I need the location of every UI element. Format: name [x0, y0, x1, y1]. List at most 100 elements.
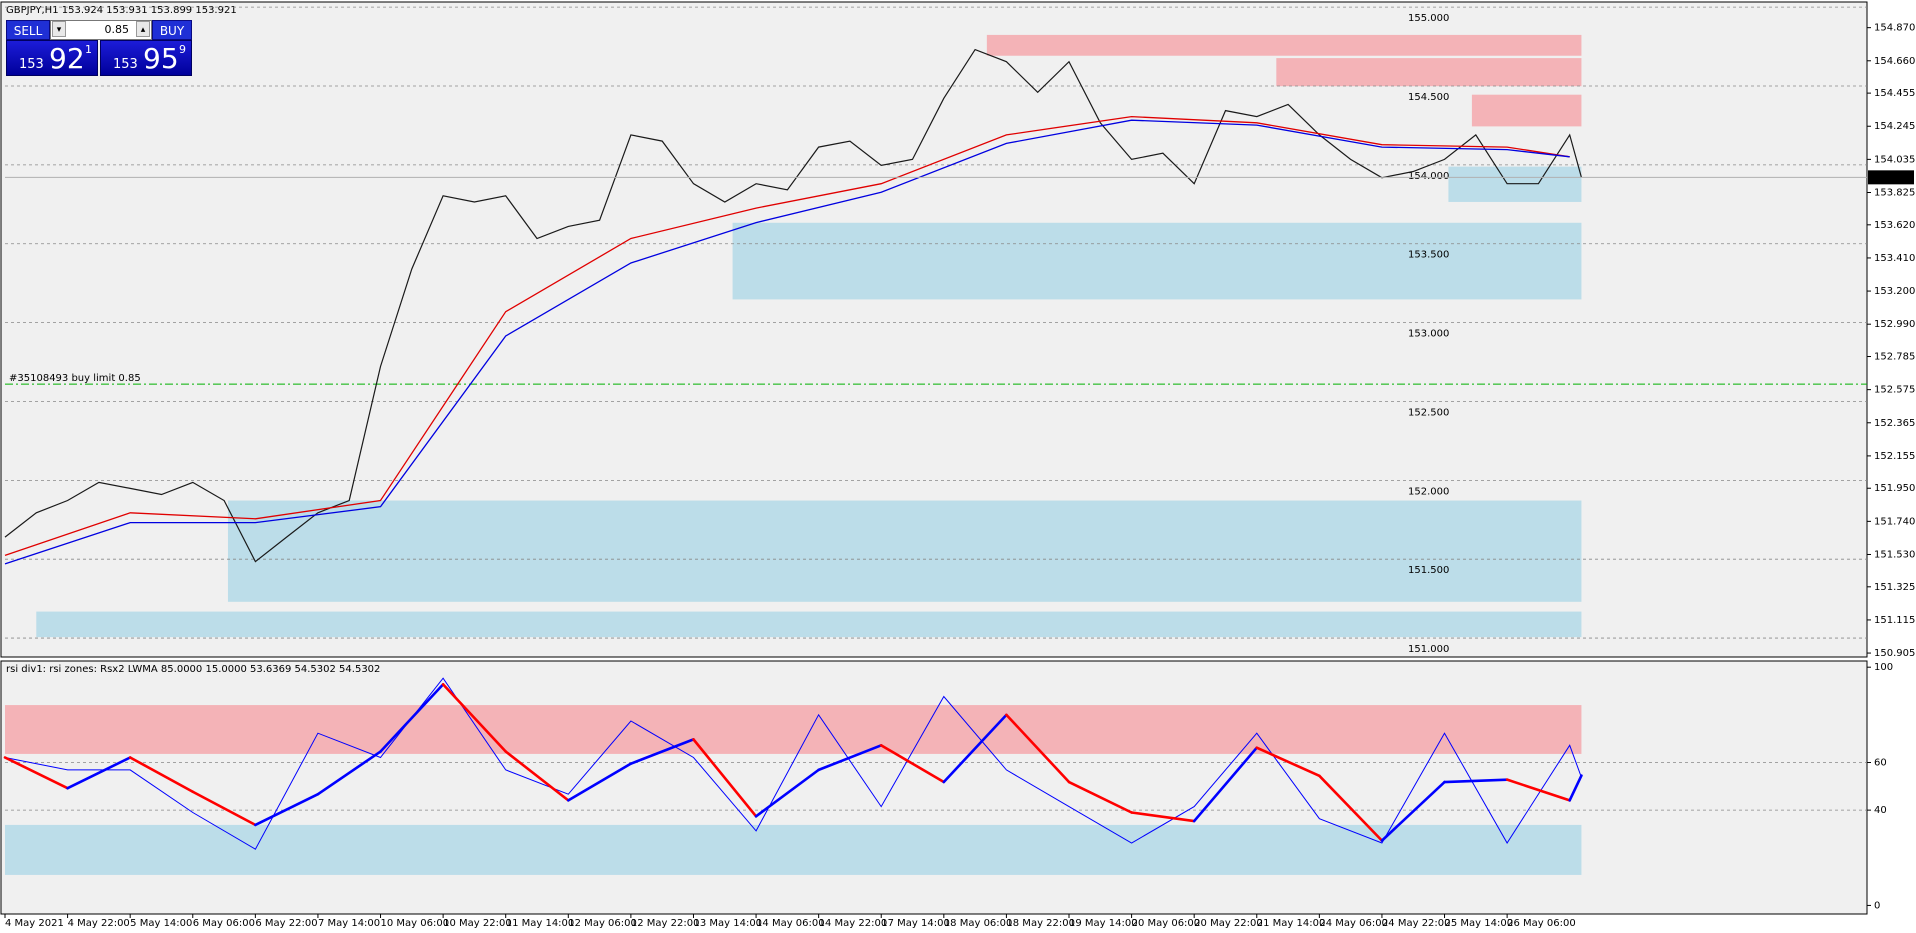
x-tick-label: 7 May 14:00	[318, 918, 380, 929]
sell-price[interactable]: 153 92 1	[6, 40, 98, 76]
y-tick-label: 151.115	[1874, 615, 1915, 626]
y-tick-label: 153.200	[1874, 286, 1915, 297]
x-tick-label: 25 May 14:00	[1445, 918, 1514, 929]
last-price-box	[1868, 170, 1914, 185]
y-tick-label: 152.575	[1874, 385, 1915, 396]
buy-price[interactable]: 153 95 9	[100, 40, 192, 76]
level-label: 151.500	[1408, 565, 1449, 576]
x-tick-label: 12 May 22:00	[631, 918, 700, 929]
y-tick-label: 100	[1874, 662, 1893, 673]
lot-input[interactable]: 0.85	[50, 20, 152, 40]
x-tick-label: 18 May 22:00	[1006, 918, 1075, 929]
rsi-signal-segment	[879, 744, 946, 784]
indicator-panel	[0, 660, 1868, 915]
y-tick-label: 60	[1874, 757, 1887, 768]
rsi-signal-segment	[1130, 811, 1196, 823]
zone	[36, 611, 1582, 638]
x-tick-label: 24 May 06:00	[1319, 918, 1388, 929]
rsi-signal-segment	[754, 768, 820, 818]
y-tick-label: 153.825	[1874, 187, 1915, 198]
series-line	[4, 115, 1570, 557]
rsi-signal-segment	[1192, 746, 1259, 823]
x-tick-label: 4 May 22:00	[68, 918, 130, 929]
x-tick-label: 10 May 06:00	[381, 918, 450, 929]
x-tick-label: 12 May 06:00	[568, 918, 637, 929]
rsi-signal-segment	[441, 683, 508, 753]
rsi-signal-segment	[3, 756, 69, 790]
symbol-title: GBPJPY,H1 153.924 153.931 153.899 153.92…	[6, 5, 237, 16]
zone	[5, 705, 1582, 754]
rsi-signal-segment	[1005, 713, 1071, 784]
y-tick-label: 40	[1874, 805, 1887, 816]
rsi-signal-segment	[254, 792, 320, 827]
rsi-signal-segment	[66, 756, 132, 790]
price-big: 153	[113, 57, 138, 72]
buy-button[interactable]: BUY	[152, 20, 192, 40]
x-tick-label: 6 May 06:00	[193, 918, 255, 929]
rsi-signal-segment	[1380, 780, 1446, 842]
rsi-signal-segment	[1067, 780, 1133, 814]
x-tick-label: 18 May 06:00	[944, 918, 1013, 929]
y-tick-label: 154.035	[1874, 154, 1915, 165]
price-main: 92	[49, 42, 85, 75]
level-label: 152.000	[1408, 486, 1449, 497]
y-tick-label: 152.990	[1874, 319, 1915, 330]
rsi-signal-segment	[566, 762, 633, 802]
x-tick-label: 26 May 06:00	[1507, 918, 1576, 929]
y-tick-label: 151.950	[1874, 483, 1915, 494]
x-tick-label: 6 May 22:00	[255, 918, 317, 929]
x-tick-label: 14 May 22:00	[819, 918, 888, 929]
rsi-signal-segment	[942, 713, 1008, 784]
x-tick-label: 14 May 06:00	[756, 918, 825, 929]
level-label: 152.500	[1408, 407, 1449, 418]
y-tick-label: 153.410	[1874, 253, 1915, 264]
y-tick-label: 152.785	[1874, 352, 1915, 363]
order-label: #35108493 buy limit 0.85	[9, 373, 141, 384]
indicator-label: rsi div1: rsi zones: Rsx2 LWMA 85.0000 1…	[6, 664, 380, 675]
x-tick-label: 13 May 14:00	[693, 918, 762, 929]
y-tick-label: 154.245	[1874, 121, 1915, 132]
price-small: 1	[85, 43, 92, 56]
lot-value: 0.85	[104, 23, 130, 36]
y-tick-label: 153.620	[1874, 220, 1915, 231]
last-price-label: 153.921	[1872, 172, 1913, 183]
x-tick-label: 5 May 14:00	[130, 918, 192, 929]
rsi-signal-segment	[379, 683, 445, 753]
zone	[732, 222, 1582, 300]
lot-down[interactable]: ▾	[52, 21, 66, 37]
level-label: 151.000	[1408, 644, 1449, 655]
rsi-signal-segment	[1255, 746, 1321, 778]
y-tick-label: 151.325	[1874, 582, 1915, 593]
series-line	[4, 48, 1582, 563]
rsi-signal-segment	[629, 738, 695, 765]
y-tick-label: 154.660	[1874, 56, 1915, 67]
x-tick-label: 20 May 22:00	[1194, 918, 1263, 929]
rsi-signal-segment	[692, 738, 758, 818]
x-tick-label: 20 May 06:00	[1132, 918, 1201, 929]
zone	[986, 34, 1582, 56]
y-tick-label: 150.905	[1874, 648, 1915, 659]
y-tick-label: 0	[1874, 900, 1880, 911]
x-tick-label: 11 May 14:00	[506, 918, 575, 929]
x-tick-label: 21 May 14:00	[1257, 918, 1326, 929]
x-tick-label: 17 May 14:00	[881, 918, 950, 929]
level-label: 154.000	[1408, 171, 1449, 182]
y-tick-label: 151.530	[1874, 549, 1915, 560]
series-line	[4, 677, 1582, 850]
level-label: 155.000	[1408, 13, 1449, 24]
zone	[1471, 94, 1582, 127]
level-label: 153.000	[1408, 329, 1449, 340]
x-tick-label: 4 May 2021	[5, 918, 64, 929]
y-tick-label: 151.740	[1874, 516, 1915, 527]
level-label: 154.500	[1408, 92, 1449, 103]
sell-button[interactable]: SELL	[6, 20, 50, 40]
price-main: 95	[143, 42, 179, 75]
y-tick-label: 152.155	[1874, 451, 1915, 462]
zone	[227, 500, 1582, 602]
rsi-signal-segment	[817, 744, 883, 772]
rsi-signal-segment	[1318, 774, 1384, 842]
price-small: 9	[179, 43, 186, 56]
lot-up[interactable]: ▴	[136, 21, 150, 37]
